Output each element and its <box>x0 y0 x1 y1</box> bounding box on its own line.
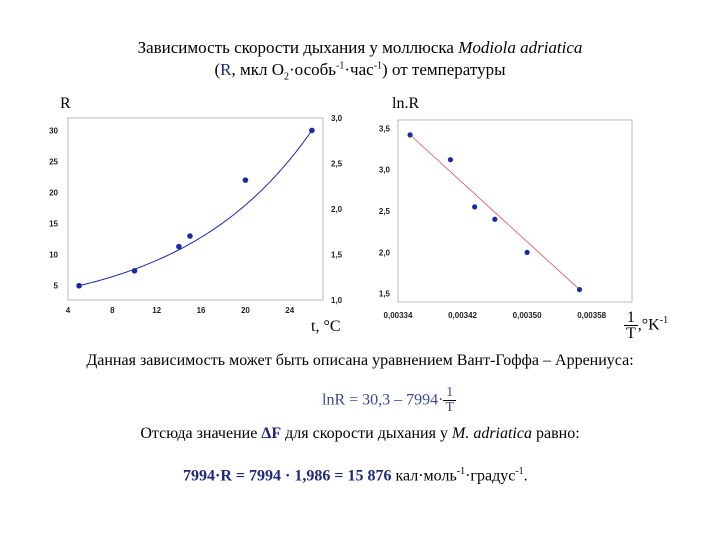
chart1-y-right-tick: 2,5 <box>331 160 343 169</box>
description-text: Данная зависимость может быть описана ур… <box>86 352 634 369</box>
chart1-data-point <box>242 177 249 183</box>
slide-title-line2: (R, мкл O2·особь-1·час-1) от температуры <box>0 60 720 82</box>
chart1-data-point <box>187 233 193 239</box>
equation-den: T <box>443 400 457 415</box>
conclusion-species: M. adriatica <box>451 425 532 442</box>
chart1-xlabel: t, °C <box>311 318 341 335</box>
title-open-paren: ( <box>214 60 221 79</box>
result-sup2: -1 <box>515 466 524 477</box>
conclusion-mid: для скорости дыхания у <box>281 425 452 442</box>
slide-title-line1: Зависимость скорости дыхания у моллюска … <box>0 38 720 58</box>
chart1-ylabel-right: ln.R <box>392 95 419 112</box>
chart1-y-left-tick: 30 <box>49 126 58 135</box>
title-sup2: -1 <box>373 60 383 72</box>
result-units2: ·градус <box>465 467 516 485</box>
chart1-y-right-tick: 3,0 <box>331 114 343 123</box>
chart1-y-left-tick: 25 <box>49 157 58 166</box>
chart1-y-left-tick: 15 <box>49 220 58 229</box>
result-end: . <box>523 467 528 485</box>
title-species: Modiola adriatica <box>458 38 583 57</box>
chart1-ylabel-left: R <box>60 95 71 112</box>
chart2-xlabel: 1 T ,°K-1 <box>624 309 669 342</box>
result-units: кал·моль <box>391 467 457 485</box>
chart2-xlabel-unit: ,°K <box>637 316 660 334</box>
title-sup1: -1 <box>336 60 345 72</box>
chart1-y-right-tick: 1,5 <box>331 251 343 260</box>
title-units-a: , мкл O <box>231 60 284 79</box>
conclusion-suffix: равно: <box>531 425 580 442</box>
chart1-y-left-tick: 20 <box>49 189 58 198</box>
chart1-data-point <box>176 243 182 250</box>
result-sup1: -1 <box>456 466 466 477</box>
chart1-x-tick: 4 <box>66 306 71 315</box>
title-tail: ) от температуры <box>382 60 506 79</box>
equation: lnR = 30,3 – 7994· 1 T <box>322 385 457 415</box>
chart1-data-point <box>309 127 315 134</box>
conclusion-text: Отсюда значение ΔF для скорости дыхания … <box>0 425 720 443</box>
chart1-data-point <box>131 268 138 274</box>
chart1-data-point <box>76 282 82 289</box>
chart1-x-tick: 20 <box>241 306 250 315</box>
chart1-fit-curve <box>78 130 313 287</box>
conclusion-prefix: Отсюда значение <box>140 425 262 442</box>
chart1-y-right-tick: 2,0 <box>331 205 343 214</box>
chart1-y-left-tick: 5 <box>54 282 59 291</box>
chart2-xlabel-den: T <box>624 325 638 342</box>
chart1-x-tick: 12 <box>152 306 161 315</box>
chart1-y-left-tick: 10 <box>49 251 58 260</box>
chart1-x-tick: 16 <box>197 306 206 315</box>
equation-num: 1 <box>446 385 454 400</box>
chart2-xlabel-sup: -1 <box>659 315 669 327</box>
chart1-x-tick: 24 <box>285 306 294 315</box>
title-units-c: ·час <box>344 60 374 79</box>
title-units-b: ·особь <box>289 60 337 79</box>
delta-f-symbol: ΔF <box>261 425 282 442</box>
result-line: 7994·R = 7994 · 1,986 = 15 876 кал·моль-… <box>183 466 528 485</box>
chart2-xlabel-num: 1 <box>626 309 635 326</box>
chart2-xlabel-fraction: 1 T <box>624 309 638 342</box>
title-sub2: 2 <box>284 71 289 83</box>
title-R: R <box>220 60 232 79</box>
equation-lhs: lnR = 30,3 – 7994· <box>322 391 444 409</box>
chart1-frame <box>67 117 324 301</box>
chart1-x-tick: 8 <box>110 306 115 315</box>
chart1-y-right-tick: 1,0 <box>331 296 343 305</box>
title-prefix: Зависимость скорости дыхания у моллюска <box>137 38 454 57</box>
result-main: 7994·R = 7994 · 1,986 = 15 876 <box>183 467 392 485</box>
